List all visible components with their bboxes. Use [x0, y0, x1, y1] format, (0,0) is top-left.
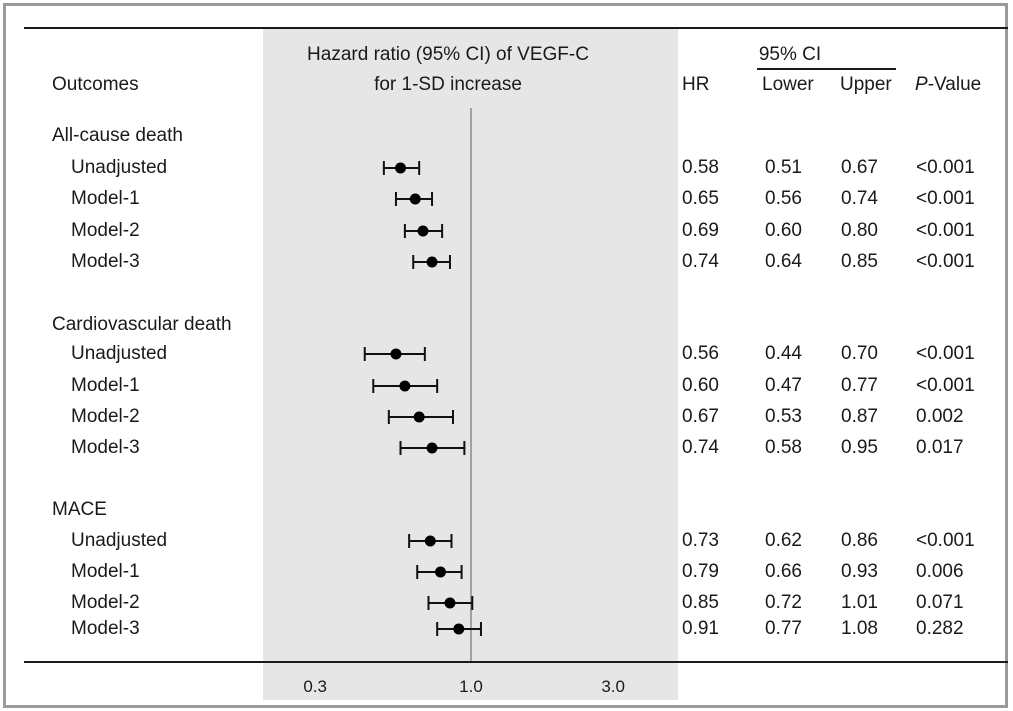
hr-value: 0.58: [682, 157, 719, 178]
hr-value: 0.85: [682, 592, 719, 613]
ci-lower-value: 0.62: [765, 530, 802, 551]
hr-point: [444, 597, 456, 609]
hr-point: [409, 193, 421, 205]
x-tick-label: 3.0: [601, 677, 625, 696]
ci-lower-value: 0.77: [765, 618, 802, 639]
ci-upper-value: 1.08: [841, 618, 878, 639]
ci-lower-value: 0.72: [765, 592, 802, 613]
hr-point: [453, 623, 465, 635]
x-tick-label: 0.3: [303, 677, 327, 696]
hr-value: 0.69: [682, 220, 719, 241]
ci-lower-value: 0.44: [765, 343, 802, 364]
hr-point: [426, 442, 438, 454]
ci-lower-value: 0.47: [765, 375, 802, 396]
row-label: Model-2: [71, 592, 140, 613]
p-value: 0.002: [916, 406, 964, 427]
ci-lower-value: 0.58: [765, 437, 802, 458]
x-tick-label: 1.0: [459, 677, 483, 696]
hr-point: [426, 256, 438, 268]
hr-point: [417, 225, 429, 237]
figure-frame: [3, 3, 1008, 708]
ci-upper-value: 0.93: [841, 561, 878, 582]
group-title: Cardiovascular death: [52, 314, 232, 335]
row-label: Model-3: [71, 251, 140, 272]
p-value: 0.017: [916, 437, 964, 458]
hr-value: 0.65: [682, 188, 719, 209]
table-bottom-rule: [24, 661, 1008, 663]
hr-value: 0.73: [682, 530, 719, 551]
p-value: <0.001: [916, 188, 975, 209]
header-hr: HR: [682, 74, 710, 95]
row-label: Model-3: [71, 618, 140, 639]
hr-value: 0.74: [682, 437, 719, 458]
hr-point: [434, 566, 446, 578]
ci-upper-value: 0.74: [841, 188, 878, 209]
ci-upper-value: 0.86: [841, 530, 878, 551]
hr-point: [395, 162, 407, 174]
group-title: All-cause death: [52, 125, 183, 146]
ci-upper-value: 0.85: [841, 251, 878, 272]
hr-value: 0.79: [682, 561, 719, 582]
plot-title-line-1: Hazard ratio (95% CI) of VEGF-C: [307, 44, 589, 65]
row-label: Model-1: [71, 375, 140, 396]
header-p-italic: P: [915, 74, 928, 95]
hr-value: 0.67: [682, 406, 719, 427]
hr-value: 0.56: [682, 343, 719, 364]
p-value: <0.001: [916, 220, 975, 241]
row-label: Model-1: [71, 561, 140, 582]
hr-value: 0.60: [682, 375, 719, 396]
p-value: <0.001: [916, 157, 975, 178]
hr-point: [399, 380, 411, 392]
header-outcomes: Outcomes: [52, 74, 139, 95]
row-label: Unadjusted: [71, 530, 168, 551]
hr-point: [424, 535, 436, 547]
hr-point: [390, 348, 402, 360]
hr-value: 0.74: [682, 251, 719, 272]
p-value: 0.282: [916, 618, 964, 639]
group-title: MACE: [52, 499, 107, 520]
header-p-value: P-Value: [915, 75, 981, 94]
ci-upper-value: 0.67: [841, 157, 878, 178]
ci-upper-value: 1.01: [841, 592, 878, 613]
p-value: <0.001: [916, 530, 975, 551]
ci-upper-value: 0.95: [841, 437, 878, 458]
hr-value: 0.91: [682, 618, 719, 639]
ci-lower-value: 0.66: [765, 561, 802, 582]
ci-upper-value: 0.80: [841, 220, 878, 241]
header-upper: Upper: [840, 74, 892, 95]
p-value: 0.006: [916, 561, 964, 582]
p-value: <0.001: [916, 375, 975, 396]
ci-header-underline: [757, 68, 896, 70]
plot-title-line-2: for 1-SD increase: [374, 74, 522, 95]
row-label: Model-2: [71, 406, 140, 427]
ci-lower-value: 0.51: [765, 157, 802, 178]
ci-lower-value: 0.64: [765, 251, 802, 272]
ci-lower-value: 0.56: [765, 188, 802, 209]
p-value: <0.001: [916, 343, 975, 364]
row-label: Model-3: [71, 437, 140, 458]
header-lower: Lower: [762, 74, 814, 95]
ci-upper-value: 0.77: [841, 375, 878, 396]
row-label: Unadjusted: [71, 157, 168, 178]
p-value: <0.001: [916, 251, 975, 272]
row-label: Model-2: [71, 220, 140, 241]
ci-lower-value: 0.60: [765, 220, 802, 241]
ci-lower-value: 0.53: [765, 406, 802, 427]
p-value: 0.071: [916, 592, 964, 613]
header-p-rest: -Value: [927, 74, 982, 95]
ci-upper-value: 0.87: [841, 406, 878, 427]
row-label: Unadjusted: [71, 343, 168, 364]
row-label: Model-1: [71, 188, 140, 209]
header-ci: 95% CI: [758, 44, 822, 65]
ci-upper-value: 0.70: [841, 343, 878, 364]
table-top-rule: [24, 27, 1008, 29]
hr-point: [413, 411, 425, 423]
